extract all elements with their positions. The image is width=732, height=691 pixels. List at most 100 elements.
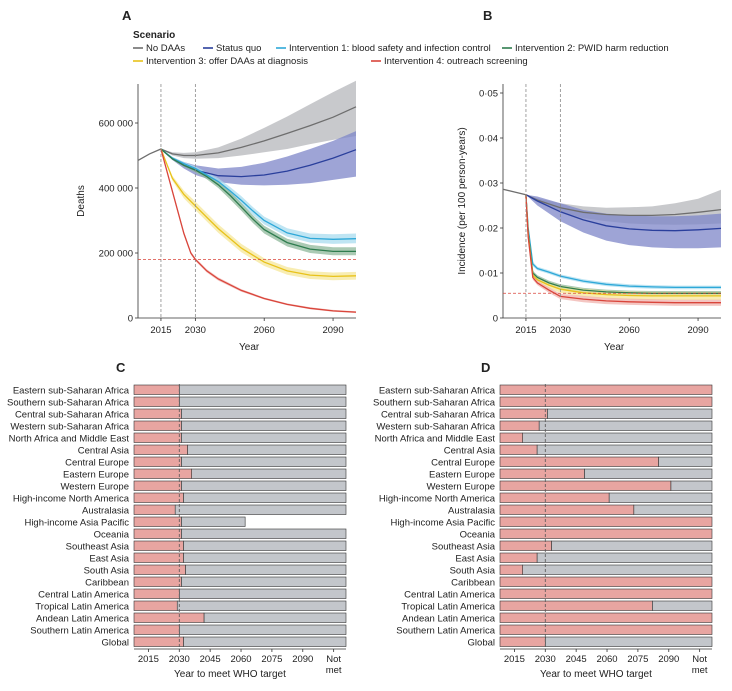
bar-not-met-tropical-latin-america: [652, 600, 713, 611]
bar-met-southern-latin-america: [499, 624, 713, 635]
bar-met-south-asia: [499, 564, 523, 575]
band-intervention-4-outreach-screening: [160, 149, 356, 314]
row-label-western-sub-saharan-africa: Western sub-Saharan Africa: [376, 421, 495, 432]
series-line-intervention-1-blood-safety-and-infection-control: [525, 194, 721, 289]
panel-b-incidence-chart: 0 0·01 0·02 0·03 0·04 0·05 2015 2030 2060 2090 Yea…: [457, 84, 722, 353]
bar-not-met-central-europe: [181, 456, 347, 467]
x-tick-label-met: met: [692, 665, 708, 676]
bar-met-eastern-europe: [133, 468, 192, 479]
y-tick-label-0-04: 0·04: [479, 134, 498, 145]
row-label-high-income-asia-pacific: High-income Asia Pacific: [390, 517, 495, 528]
row-label-central-latin-america: Central Latin America: [404, 589, 496, 600]
x-tick-label-2030: 2030: [169, 654, 190, 665]
row-label-southeast-asia: Southeast Asia: [66, 541, 130, 552]
bar-not-met-eastern-europe: [191, 468, 347, 479]
y-tick-label-600-000: 600 000: [99, 119, 133, 130]
row-label-global: Global: [102, 637, 129, 648]
bar-met-western-sub-saharan-africa: [133, 420, 182, 431]
bar-met-andean-latin-america: [499, 612, 713, 623]
row-label-south-asia: South Asia: [450, 565, 496, 576]
bar-not-met-southeast-asia: [183, 540, 347, 551]
bar-not-met-global: [183, 636, 347, 647]
x-axis-label: Year: [604, 342, 625, 353]
bar-met-australasia: [133, 504, 176, 515]
legend-label-no-daas: No DAAs: [146, 43, 185, 54]
x-tick-label-2090: 2090: [687, 325, 708, 336]
x-tick-label-not: Not: [326, 654, 341, 665]
row-label-east-asia: East Asia: [455, 553, 495, 564]
row-label-southern-latin-america: Southern Latin America: [30, 625, 129, 636]
bar-met-caribbean: [499, 576, 713, 587]
row-label-western-sub-saharan-africa: Western sub-Saharan Africa: [10, 421, 129, 432]
row-label-oceania: Oceania: [460, 529, 496, 540]
bar-met-central-europe: [499, 456, 659, 467]
bar-met-central-sub-saharan-africa: [133, 408, 182, 419]
bar-not-met-north-africa-and-middle-east: [522, 432, 713, 443]
legend-label-intervention-1-blood-safety-and-infection-control: Intervention 1: blood safety and infecti…: [289, 43, 491, 54]
y-tick-label-200-000: 200 000: [99, 249, 133, 260]
bar-met-high-income-north-america: [133, 492, 184, 503]
bar-met-southern-sub-saharan-africa: [499, 396, 713, 407]
bar-not-met-southern-latin-america: [178, 624, 347, 635]
x-tick-label-2075: 2075: [627, 654, 648, 665]
x-tick-label-2090: 2090: [322, 325, 343, 336]
bar-met-southeast-asia: [133, 540, 184, 551]
y-axis-label: Deaths: [76, 185, 87, 217]
bar-met-western-sub-saharan-africa: [499, 420, 540, 431]
bar-not-met-eastern-europe: [584, 468, 713, 479]
band-no-daas: [138, 80, 356, 161]
row-label-australasia: Australasia: [448, 505, 496, 516]
row-label-central-latin-america: Central Latin America: [38, 589, 130, 600]
series-line-intervention-2-pwid-harm-reduction: [160, 148, 356, 253]
row-label-central-europe: Central Europe: [431, 457, 495, 468]
row-label-eastern-sub-saharan-africa: Eastern sub-Saharan Africa: [13, 385, 130, 396]
bar-not-met-central-asia: [187, 444, 347, 455]
bar-met-caribbean: [133, 576, 182, 587]
bar-met-central-sub-saharan-africa: [499, 408, 548, 419]
row-label-south-asia: South Asia: [84, 565, 130, 576]
series-line-intervention-4-outreach-screening: [160, 148, 357, 313]
bar-met-high-income-asia-pacific: [499, 516, 713, 527]
bar-not-met-oceania: [181, 528, 347, 539]
x-tick-label-2015: 2015: [150, 325, 171, 336]
row-label-central-sub-saharan-africa: Central sub-Saharan Africa: [381, 409, 496, 420]
y-tick-label-0: 0: [128, 314, 133, 325]
bar-not-met-australasia: [174, 504, 347, 515]
panel-label-a: A: [122, 8, 132, 23]
row-label-high-income-north-america: High-income North America: [13, 493, 130, 504]
row-label-southern-sub-saharan-africa: Southern sub-Saharan Africa: [7, 397, 130, 408]
row-label-central-sub-saharan-africa: Central sub-Saharan Africa: [15, 409, 130, 420]
x-tick-label-not: Not: [692, 654, 707, 665]
legend-label-intervention-3-offer-daas-at-diagnosis: Intervention 3: offer DAAs at diagnosis: [146, 56, 308, 67]
y-tick-label-0: 0: [493, 314, 498, 325]
bar-not-met-central-asia: [536, 444, 713, 455]
row-label-central-asia: Central Asia: [78, 445, 130, 456]
legend-label-intervention-2-pwid-harm-reduction: Intervention 2: PWID harm reduction: [515, 43, 669, 54]
bar-not-met-central-europe: [658, 456, 713, 467]
y-tick-label-0-01: 0·01: [479, 269, 498, 280]
bar-not-met-south-asia: [522, 564, 713, 575]
row-label-southern-sub-saharan-africa: Southern sub-Saharan Africa: [373, 397, 496, 408]
band-no-daas: [503, 189, 721, 225]
bar-not-met-central-sub-saharan-africa: [547, 408, 713, 419]
x-tick-label-2090: 2090: [658, 654, 679, 665]
panel-label-b: B: [483, 8, 492, 23]
bar-met-southern-latin-america: [133, 624, 180, 635]
x-tick-label-2075: 2075: [261, 654, 282, 665]
bar-met-north-africa-and-middle-east: [499, 432, 523, 443]
bar-not-met-andean-latin-america: [203, 612, 347, 623]
row-label-western-europe: Western Europe: [61, 481, 129, 492]
bar-met-high-income-north-america: [499, 492, 610, 503]
bar-not-met-western-europe: [181, 480, 347, 491]
bar-not-met-east-asia: [536, 552, 713, 563]
bar-not-met-australasia: [633, 504, 713, 515]
y-tick-label-0-03: 0·03: [479, 179, 498, 190]
row-label-north-africa-and-middle-east: North Africa and Middle East: [9, 433, 130, 444]
x-tick-label-2030: 2030: [535, 654, 556, 665]
bar-met-north-africa-and-middle-east: [133, 432, 182, 443]
x-tick-label-2015: 2015: [504, 654, 525, 665]
x-tick-label-met: met: [326, 665, 342, 676]
panel-a-deaths-chart: 0 200 000 400 000 600 000 2015 2030 2060 2090 Ye…: [76, 80, 357, 353]
